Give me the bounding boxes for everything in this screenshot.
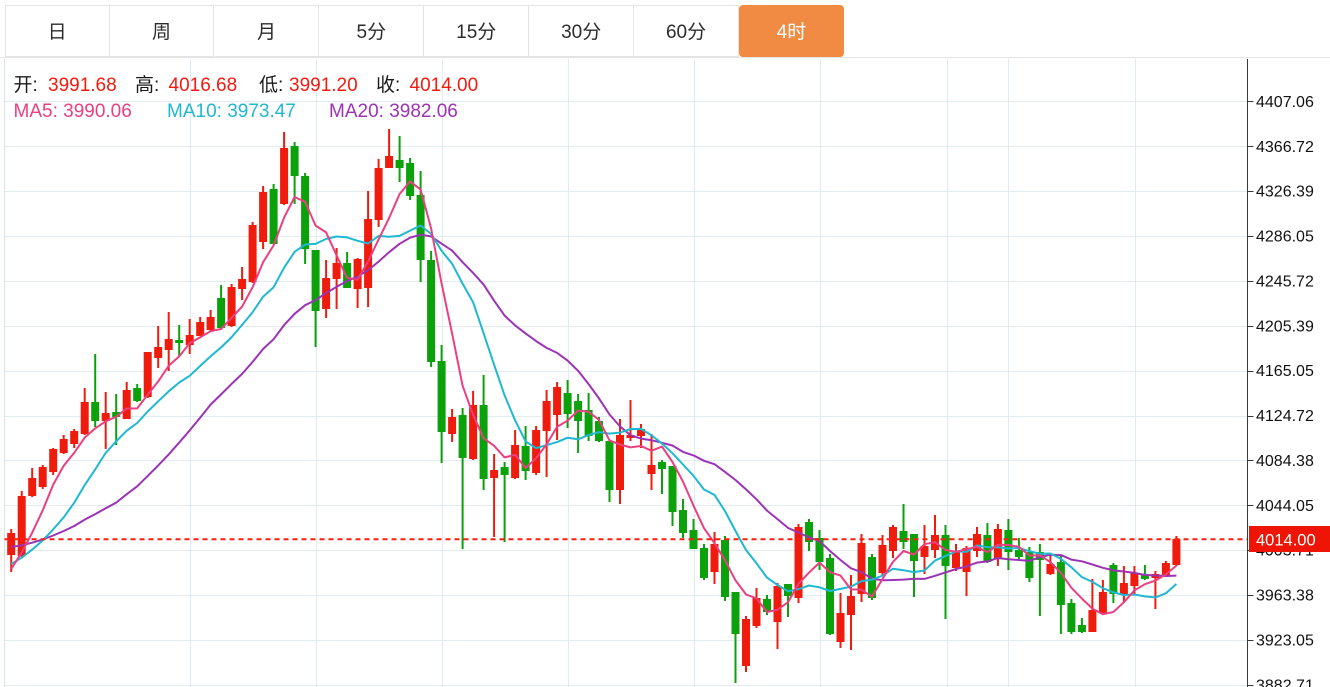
svg-text:4084.38: 4084.38 [1256,453,1314,470]
svg-text:高:: 高: [135,74,159,96]
svg-text:4014.00: 4014.00 [1256,532,1316,550]
svg-text:收:: 收: [376,74,400,96]
svg-text:MA5: 3990.06: MA5: 3990.06 [14,101,132,122]
svg-text:MA10: 3973.47: MA10: 3973.47 [167,101,296,122]
svg-text:4016.68: 4016.68 [169,75,238,96]
svg-text:MA20: 3982.06: MA20: 3982.06 [329,101,458,122]
svg-text:4407.06: 4407.06 [1256,94,1314,111]
svg-text:4326.39: 4326.39 [1256,184,1314,201]
svg-text:4014.00: 4014.00 [410,75,479,96]
svg-text:3991.68: 3991.68 [48,75,117,96]
svg-text:3923.05: 3923.05 [1256,633,1314,650]
svg-text:3991.20: 3991.20 [289,75,358,96]
svg-text:3963.38: 3963.38 [1256,588,1314,605]
svg-text:4044.05: 4044.05 [1256,498,1314,515]
svg-text:低:: 低: [259,74,283,96]
svg-text:4124.72: 4124.72 [1256,408,1314,425]
svg-text:3882.71: 3882.71 [1256,677,1314,687]
svg-text:4165.05: 4165.05 [1256,363,1314,380]
svg-text:4205.39: 4205.39 [1256,318,1314,335]
svg-text:开:: 开: [14,75,38,96]
svg-text:4245.72: 4245.72 [1256,273,1314,290]
svg-text:4366.72: 4366.72 [1256,139,1314,156]
svg-text:4286.05: 4286.05 [1256,229,1314,246]
